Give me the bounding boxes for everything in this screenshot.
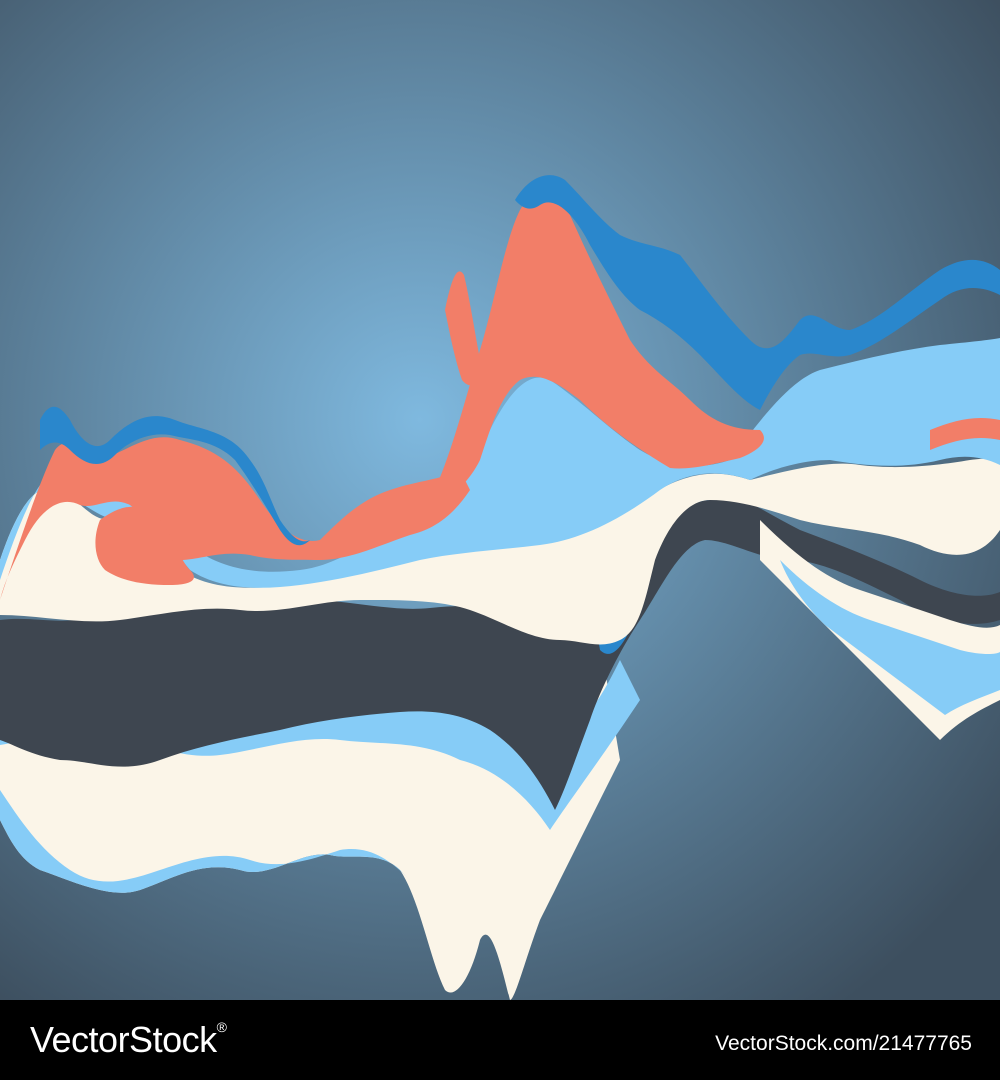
watermark-logo-text: VectorStock xyxy=(30,1019,217,1060)
registered-mark: ® xyxy=(216,1019,227,1035)
wave-charcoal xyxy=(0,488,1000,810)
watermark-bar: VectorStock® VectorStock.com/21477765 xyxy=(0,1000,1000,1080)
wave-coral-left xyxy=(0,437,470,600)
abstract-wave-artwork xyxy=(0,0,1000,1000)
watermark-image-id: VectorStock.com/21477765 xyxy=(715,1032,972,1055)
wave-royal-blue-right-edge xyxy=(515,175,1000,410)
wave-coral-lower-left xyxy=(95,506,194,585)
wave-cream-middle xyxy=(0,458,1000,645)
wave-coral-right-thin xyxy=(930,418,1000,450)
wave-coral-peak xyxy=(430,193,764,501)
wave-coral-spike xyxy=(445,271,482,386)
watermark-logo: VectorStock® xyxy=(30,1019,227,1060)
wave-sky-blue-right-lower xyxy=(780,560,1000,715)
wave-royal-blue-left-edge xyxy=(40,406,310,546)
wave-sky-blue-upper xyxy=(0,338,1000,588)
